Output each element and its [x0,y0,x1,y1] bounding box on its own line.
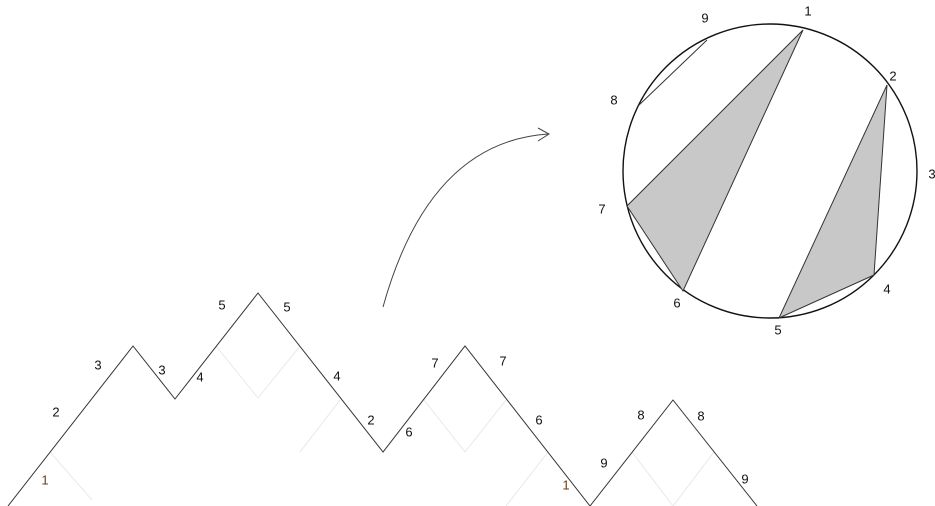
block-1-6-7 [626,29,804,293]
mountain-path [7,292,758,506]
path-label: 3 [94,357,101,372]
path-label: 1 [41,472,48,487]
circle-outline [622,23,918,319]
path-label: 8 [637,407,644,422]
path-label: 5 [283,299,290,314]
circle-point-label: 1 [804,3,811,18]
path-label: 2 [367,412,374,427]
faint-line [49,451,93,501]
path-label: 3 [158,362,165,377]
path-label: 6 [405,424,412,439]
path-label: 6 [535,412,542,427]
faint-line [257,345,301,399]
faint-line [299,399,341,453]
construction-lines [49,345,715,506]
circle-point-label: 5 [774,322,781,337]
faint-line [423,399,466,453]
circle-point-label: 8 [610,92,617,107]
path-label: 4 [333,368,340,383]
circle-point-label: 4 [883,281,890,296]
path-label: 5 [218,297,225,312]
path-label: 1 [562,477,569,492]
block-2-4-5 [777,84,888,320]
faint-line [464,399,507,453]
partition-circle: 1 2 3 4 5 6 7 8 9 [598,3,935,337]
circle-point-label: 3 [928,166,935,181]
circle-point-label: 9 [701,10,708,25]
path-label: 8 [697,408,704,423]
faint-line [631,451,674,506]
arrow-head-icon [537,127,550,142]
path-label: 9 [741,471,748,486]
arrow-curve [382,133,549,308]
faint-line [215,345,259,399]
path-label: 2 [52,404,59,419]
chord-8-9 [637,39,708,107]
faint-line [672,451,715,506]
path-label: 7 [431,355,438,370]
curved-arrow [382,127,550,308]
path-label: 7 [499,353,506,368]
path-label: 9 [600,455,607,470]
circle-point-label: 2 [889,68,896,83]
circle-point-label: 7 [598,201,605,216]
mountain-labels: 1 2 3 3 4 5 5 4 2 6 7 7 6 1 9 8 8 9 [41,297,748,492]
path-label: 4 [196,369,203,384]
circle-point-label: 6 [673,295,680,310]
faint-line [505,451,549,506]
